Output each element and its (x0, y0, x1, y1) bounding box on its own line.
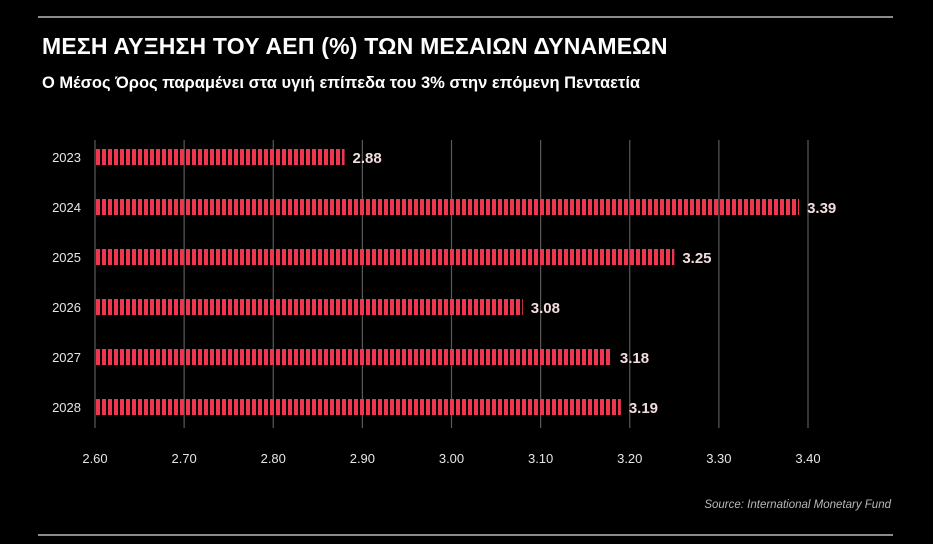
x-tick-label: 3.40 (795, 451, 820, 466)
chart-title: ΜΕΣΗ ΑΥΞΗΣΗ ΤΟΥ ΑΕΠ (%) ΤΩΝ ΜΕΣΑΙΩΝ ΔΥΝΑ… (42, 33, 668, 59)
bottom-divider (38, 534, 893, 536)
bar (95, 349, 612, 365)
bar (95, 199, 800, 215)
bar-value-label: 3.08 (531, 300, 560, 317)
bar-value-label: 3.25 (682, 250, 711, 267)
x-tick-label: 2.60 (82, 451, 107, 466)
y-category-label: 2024 (52, 200, 81, 215)
bar (95, 399, 621, 415)
chart-subtitle: Ο Μέσος Όρος παραμένει στα υγιή επίπεδα … (42, 74, 641, 92)
labels: 2.60 2.70 2.80 2.90 3.00 3.10 3.20 3.30 3.40 2023… (52, 150, 836, 466)
x-tick-label: 3.10 (528, 451, 553, 466)
bar-value-label: 3.39 (807, 200, 836, 217)
y-category-label: 2027 (52, 350, 81, 365)
bar-value-label: 3.18 (620, 350, 649, 367)
bar (95, 149, 345, 165)
x-tick-label: 2.80 (261, 451, 286, 466)
bar (95, 249, 675, 265)
y-category-label: 2025 (52, 250, 81, 265)
x-tick-label: 3.20 (617, 451, 642, 466)
bars (95, 149, 800, 415)
source-note: Source: International Monetary Fund (704, 499, 891, 511)
x-tick-label: 2.90 (350, 451, 375, 466)
x-tick-label: 2.70 (171, 451, 196, 466)
bar (95, 299, 523, 315)
top-divider (38, 16, 893, 18)
x-tick-label: 3.30 (706, 451, 731, 466)
grid-lines (94, 140, 809, 428)
y-category-label: 2023 (52, 150, 81, 165)
x-tick-label: 3.00 (439, 451, 464, 466)
bar-value-label: 3.19 (629, 400, 658, 417)
y-category-label: 2026 (52, 300, 81, 315)
y-category-label: 2028 (52, 400, 81, 415)
bar-value-label: 2.88 (353, 150, 382, 167)
